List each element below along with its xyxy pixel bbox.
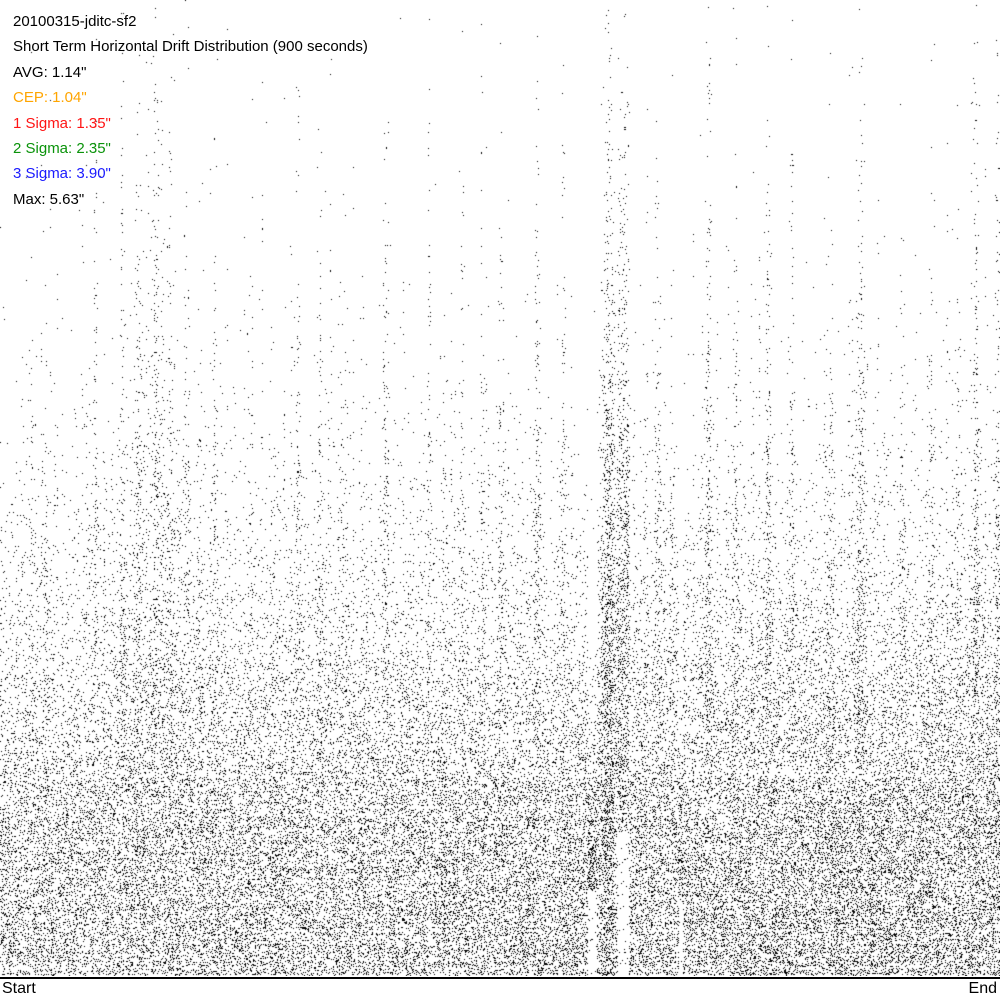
stat-max: Max: 5.63"	[13, 190, 85, 208]
x-axis-end-label: End	[968, 980, 997, 997]
chart-title: 20100315-jditc-sf2	[13, 13, 137, 30]
stat-2-sigma: 2 Sigma: 2.35"	[13, 140, 111, 158]
stat-3-sigma: 3 Sigma: 3.90"	[13, 165, 111, 183]
stat-avg: AVG: 1.14"	[13, 63, 87, 81]
chart-subtitle: Short Term Horizontal Drift Distribution…	[13, 38, 368, 56]
stat-cep: CEP: 1.04"	[13, 89, 87, 107]
x-axis-start-label: Start	[2, 980, 36, 997]
scatter-field-canvas	[0, 0, 1000, 976]
stat-1-sigma: 1 Sigma: 1.35"	[13, 114, 111, 132]
chart-legend: 20100315-jditc-sf2 Short Term Horizontal…	[13, 9, 368, 212]
x-axis-line	[0, 977, 1000, 979]
